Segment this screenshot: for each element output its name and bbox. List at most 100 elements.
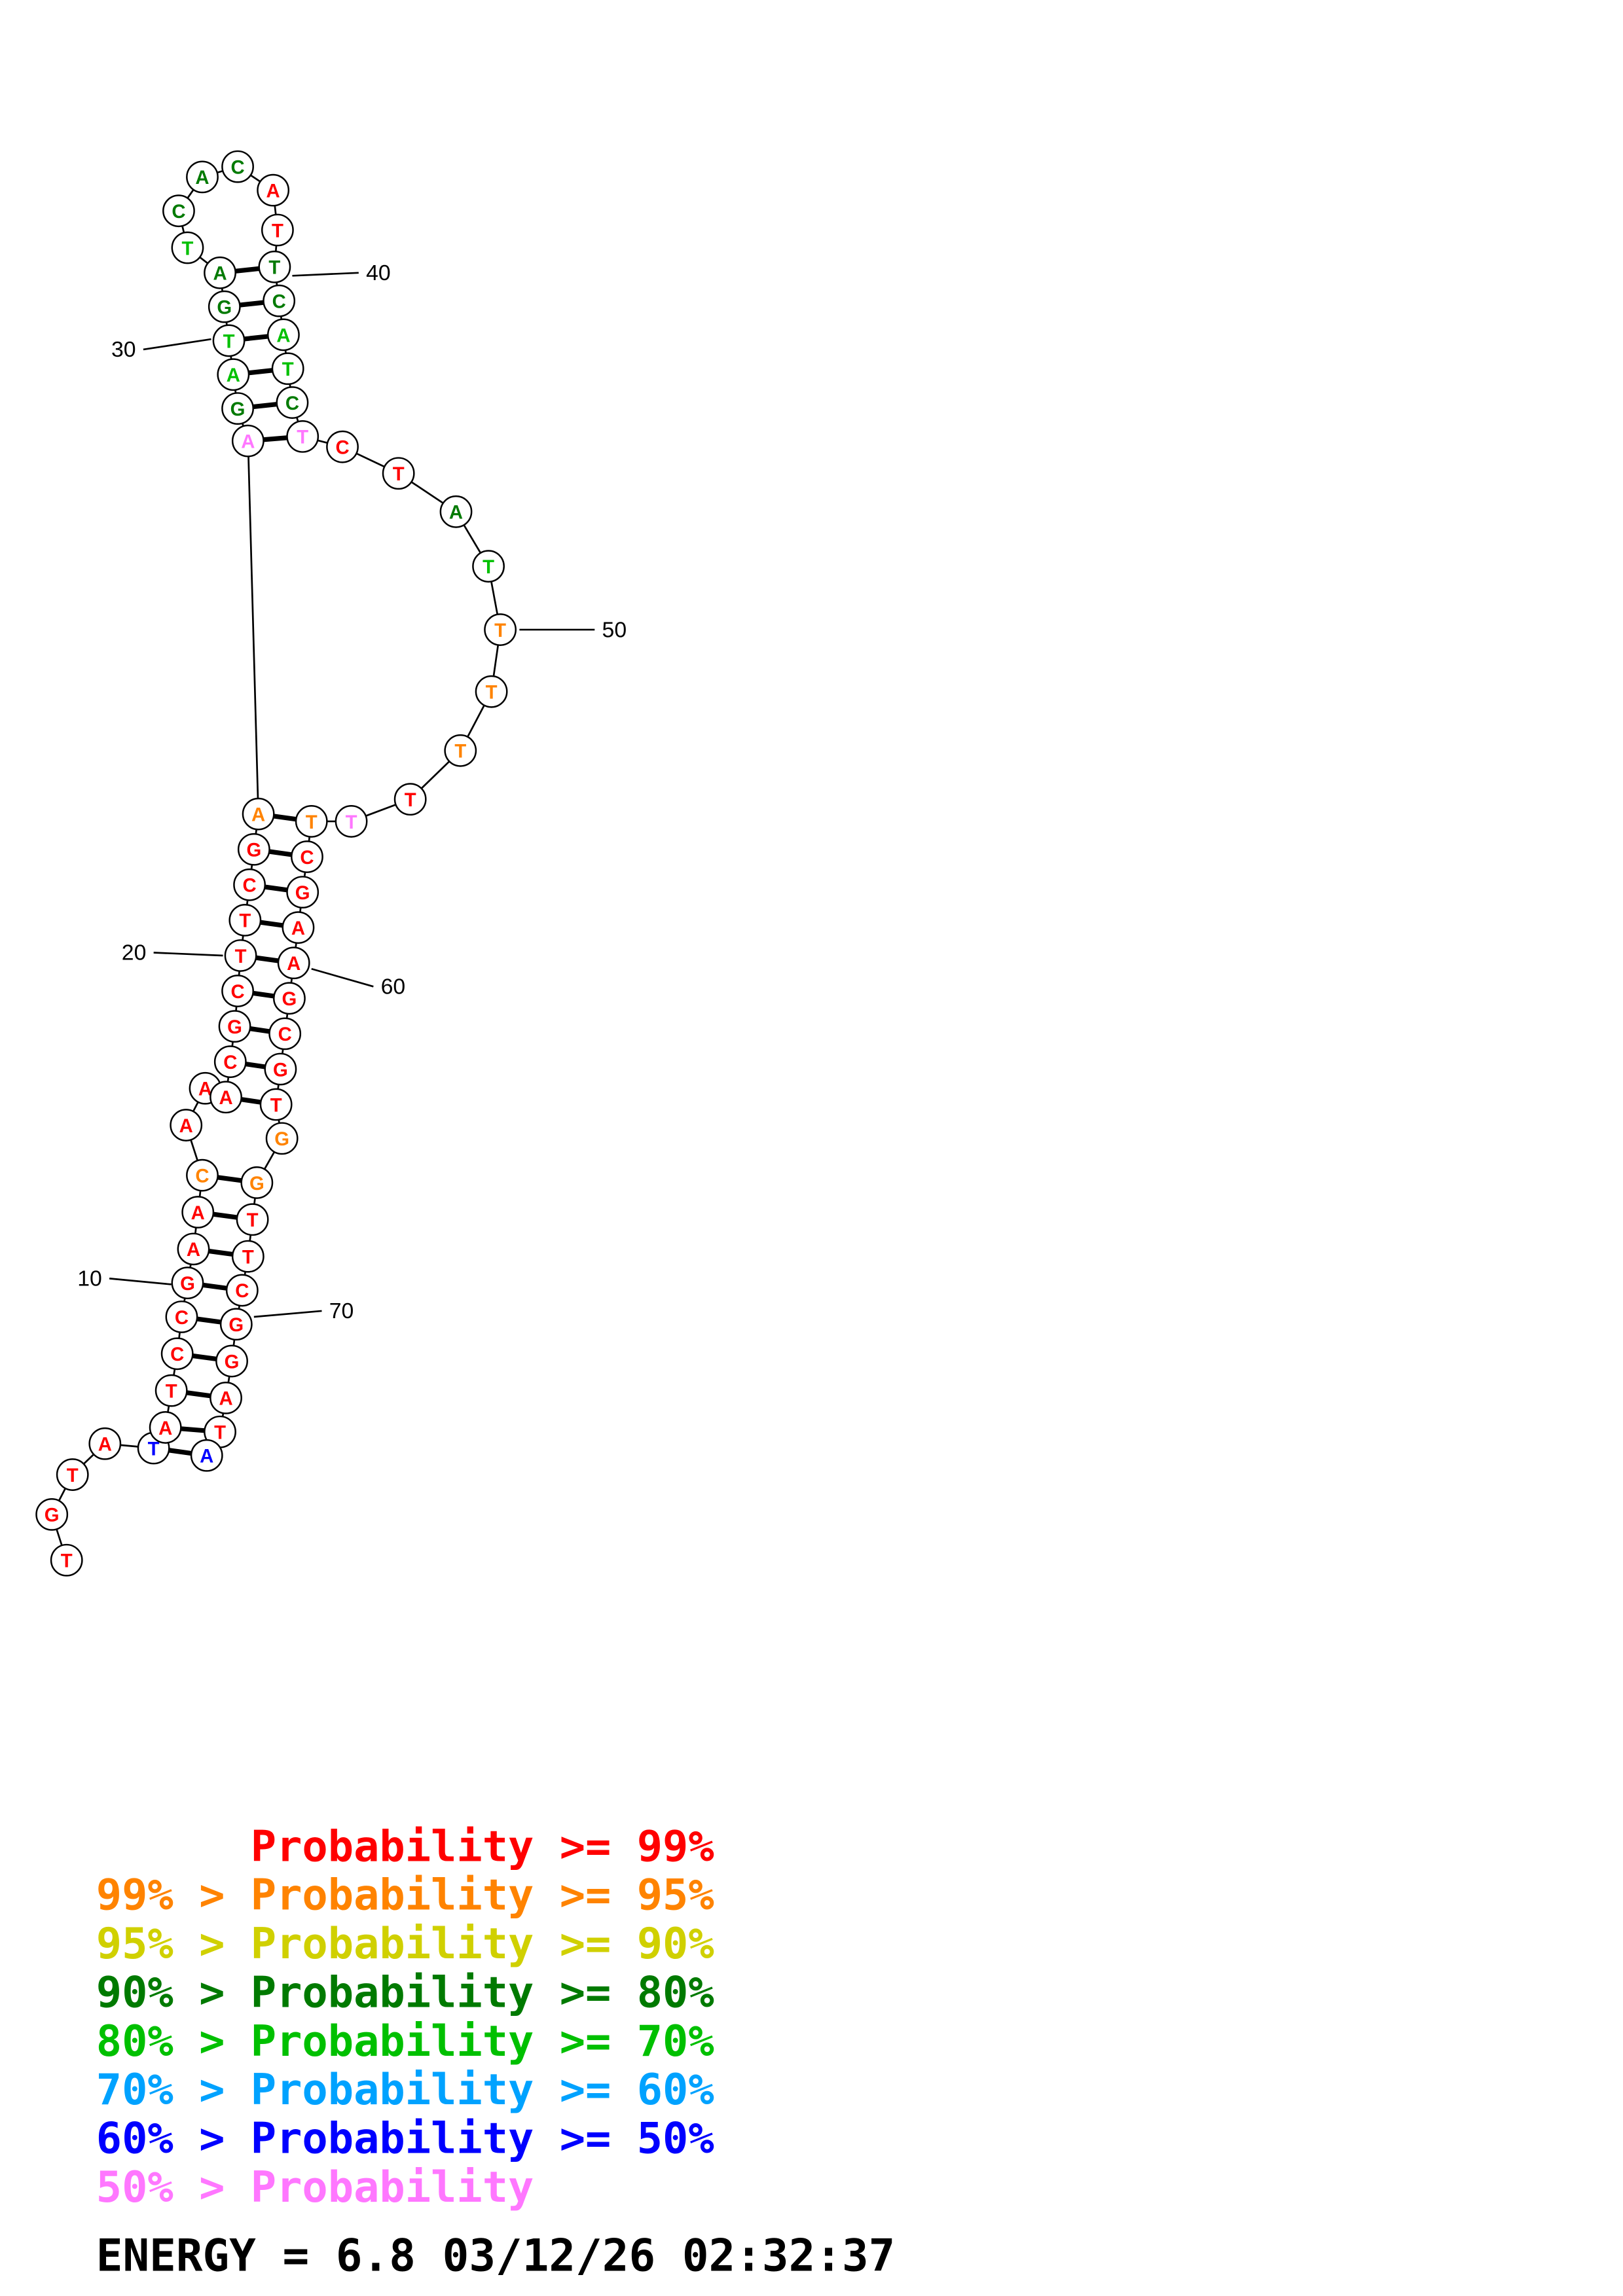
nucleotide-base: A xyxy=(198,1079,212,1100)
nucleotide-circle xyxy=(215,1344,248,1378)
legend-line-80: 90% > Probability >= 80% xyxy=(96,1967,714,2017)
nucleotide-circle xyxy=(50,1543,83,1577)
nucleotide-circle xyxy=(263,284,296,317)
legend-line-95: 99% > Probability >= 95% xyxy=(96,1871,714,1920)
nucleotide-circle xyxy=(264,1052,297,1086)
position-label: 70 xyxy=(329,1299,354,1323)
nucleotide-circle xyxy=(149,1411,182,1444)
nucleotide-base: A xyxy=(191,1202,205,1224)
nucleotide-base: T xyxy=(486,681,498,703)
nucleotide-circle xyxy=(475,675,508,708)
legend-line-60: 70% > Probability >= 60% xyxy=(96,2065,714,2115)
nucleotide-circle xyxy=(282,911,315,944)
position-label: 60 xyxy=(381,975,406,999)
nucleotide-circle xyxy=(258,250,291,283)
position-label: 50 xyxy=(602,617,627,642)
nucleotide-base: C xyxy=(243,875,257,897)
nucleotide-circle xyxy=(221,392,254,425)
nucleotide-circle xyxy=(236,1203,269,1236)
nucleotide-circle xyxy=(221,975,254,1007)
nucleotide-base: C xyxy=(175,1307,189,1329)
nucleotide-base: A xyxy=(449,502,463,524)
nucleotide-base: T xyxy=(182,238,194,259)
nucleotide-circle xyxy=(228,904,262,937)
nucleotide-base: T xyxy=(270,1094,282,1116)
legend-line-50: 60% > Probability >= 50% xyxy=(96,2113,714,2163)
nucleotide-base: C xyxy=(285,393,299,414)
nucleotide-circle xyxy=(382,457,415,490)
nucleotide-base: C xyxy=(172,201,185,223)
nucleotide-base: T xyxy=(247,1210,259,1231)
nucleotide-base: G xyxy=(228,1314,244,1336)
nucleotide-base: C xyxy=(195,1165,209,1187)
nucleotide-circle xyxy=(186,160,219,194)
position-leader-line xyxy=(292,272,359,277)
nucleotide-circle xyxy=(170,1109,203,1141)
nucleotide-circle xyxy=(286,420,319,453)
energy-timestamp-text: ENERGY = 6.8 03/12/26 02:32:37 xyxy=(96,2230,896,2282)
nucleotide-circle xyxy=(162,194,195,228)
legend-line-70: 80% > Probability >= 70% xyxy=(96,2017,714,2066)
nucleotide-base: G xyxy=(246,840,261,861)
nucleotide-circle xyxy=(276,386,309,419)
nucleotide-base: A xyxy=(195,167,209,188)
position-leader-line xyxy=(153,952,223,957)
nucleotide-circle xyxy=(268,1017,302,1050)
nucleotide-circle xyxy=(171,231,204,264)
nucleotide-base: A xyxy=(241,431,255,452)
nucleotide-circle xyxy=(35,1498,69,1531)
nucleotide-base: A xyxy=(158,1418,172,1439)
nucleotide-base: T xyxy=(214,1422,226,1444)
nucleotide-circle xyxy=(217,358,250,391)
nucleotide-base: T xyxy=(282,359,294,380)
position-leader-line xyxy=(143,338,211,351)
nucleotide-circle xyxy=(155,1374,188,1407)
nucleotide-base: T xyxy=(306,812,318,833)
position-label-group: 10 20 30 40 50 60 70 xyxy=(77,260,627,1323)
nucleotide-circle xyxy=(233,868,266,901)
nucleotide-base: T xyxy=(61,1551,73,1572)
nucleotide-base: C xyxy=(300,847,314,869)
nucleotide-circle xyxy=(204,256,236,289)
nucleotide-base: T xyxy=(346,812,357,833)
nucleotide-circle xyxy=(237,833,270,866)
nucleotide-circle xyxy=(181,1196,215,1229)
nucleotide-base: T xyxy=(393,463,405,485)
nucleotide-base: A xyxy=(287,953,301,975)
nucleotide-circle xyxy=(186,1158,219,1192)
nucleotide-base: T xyxy=(297,427,308,448)
nucleotide-base: T xyxy=(67,1465,79,1486)
nucleotide-base: C xyxy=(278,1024,292,1045)
nucleotide-base: A xyxy=(227,365,240,386)
nucleotide-base: C xyxy=(223,1052,237,1073)
nucleotide-base: A xyxy=(213,263,227,285)
nucleotide-base: C xyxy=(230,156,244,178)
nucleotide-base: T xyxy=(148,1438,160,1460)
nucleotide-circle xyxy=(273,982,306,1015)
position-label: 40 xyxy=(366,260,391,285)
position-leader-line xyxy=(109,1278,172,1285)
nucleotide-base: G xyxy=(227,1016,242,1038)
nucleotide-circle xyxy=(171,1266,204,1300)
nucleotide-circle xyxy=(212,324,246,357)
nucleotide-circle xyxy=(165,1300,198,1333)
nucleotide-circle xyxy=(224,939,257,972)
nucleotide-circle xyxy=(444,734,477,767)
nucleotide-circle xyxy=(484,613,517,646)
nucleotide-base: C xyxy=(335,437,349,458)
nucleotide-circle xyxy=(277,946,310,980)
nucleotide-circle xyxy=(88,1427,122,1460)
nucleotide-base: G xyxy=(274,1128,289,1150)
nucleotide-circle xyxy=(210,1381,242,1414)
nucleotide-base: A xyxy=(276,325,290,346)
position-leader-line xyxy=(311,967,374,988)
nucleotide-circle xyxy=(219,1308,253,1341)
nucleotide-base: A xyxy=(266,180,280,202)
nucleotide-circle xyxy=(208,290,241,323)
probability-legend: Probability >= 99% 99% > Probability >= … xyxy=(96,1821,714,2212)
nucleotide-base: T xyxy=(483,556,494,578)
position-label: 20 xyxy=(122,941,147,965)
nucleotide-base: T xyxy=(166,1380,177,1402)
